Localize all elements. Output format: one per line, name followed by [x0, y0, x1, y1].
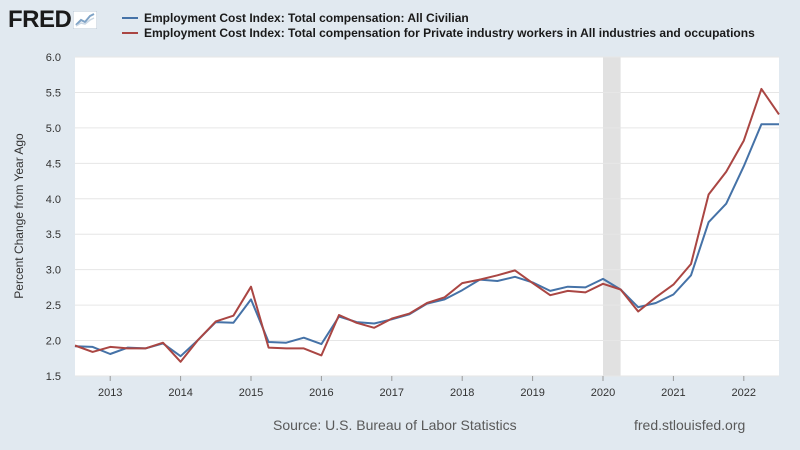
- recession-shading-layer: [603, 57, 621, 376]
- y-tick-label: 1.5: [46, 371, 61, 383]
- x-tick-label: 2022: [732, 387, 756, 399]
- x-tick-label: 2015: [239, 387, 263, 399]
- x-tick-label: 2014: [168, 387, 192, 399]
- source-note: Source: U.S. Bureau of Labor Statistics: [273, 417, 517, 433]
- line-chart: 1.52.02.53.03.54.04.55.05.56.0 2013 2014 2…: [12, 52, 780, 399]
- recession-shading: [603, 57, 621, 376]
- chart-legend: Employment Cost Index: Total compensatio…: [122, 10, 755, 40]
- y-tick-label: 2.5: [46, 300, 61, 312]
- x-axis-ticks: 2013 2014 2015 2016 2017 2018 2019 2020 2021 2022: [98, 376, 756, 399]
- series-line-private: [74, 87, 780, 363]
- y-tick-label: 5.5: [46, 87, 61, 99]
- gridlines: [75, 56, 779, 377]
- legend-swatch-civilian: [122, 16, 138, 19]
- y-tick-label: 5.0: [46, 123, 61, 135]
- x-tick-label: 2020: [591, 387, 615, 399]
- series-lines: [74, 87, 780, 363]
- legend-label-civilian: Employment Cost Index: Total compensatio…: [144, 10, 469, 25]
- y-tick-label: 3.0: [46, 265, 61, 277]
- legend-label-private: Employment Cost Index: Total compensatio…: [144, 25, 755, 40]
- x-tick-label: 2013: [98, 387, 122, 399]
- logo-text: FRED: [8, 6, 72, 33]
- y-tick-label: 4.5: [46, 158, 61, 170]
- y-axis-ticks: 1.5 2.0 2.5 3.0 3.5 4.0 4.5 5.0 5.5 6.0: [46, 52, 61, 383]
- fred-logo[interactable]: FRED: [8, 6, 98, 34]
- x-tick-label: 2019: [520, 387, 544, 399]
- y-tick-label: 3.5: [46, 229, 61, 241]
- x-tick-label: 2016: [309, 387, 333, 399]
- legend-item-civilian[interactable]: Employment Cost Index: Total compensatio…: [122, 10, 755, 25]
- y-tick-label: 2.0: [46, 336, 61, 348]
- legend-swatch-private: [122, 31, 138, 34]
- x-tick-label: 2018: [450, 387, 474, 399]
- site-link[interactable]: fred.stlouisfed.org: [634, 417, 746, 433]
- y-tick-label: 4.0: [46, 194, 61, 206]
- x-tick-label: 2017: [380, 387, 404, 399]
- plot-background: [75, 57, 779, 376]
- y-tick-label: 6.0: [46, 52, 61, 64]
- x-tick-label: 2021: [661, 387, 685, 399]
- legend-item-private[interactable]: Employment Cost Index: Total compensatio…: [122, 25, 755, 40]
- y-axis-label: Percent Change from Year Ago: [12, 133, 26, 299]
- chart-line-icon: [73, 11, 98, 29]
